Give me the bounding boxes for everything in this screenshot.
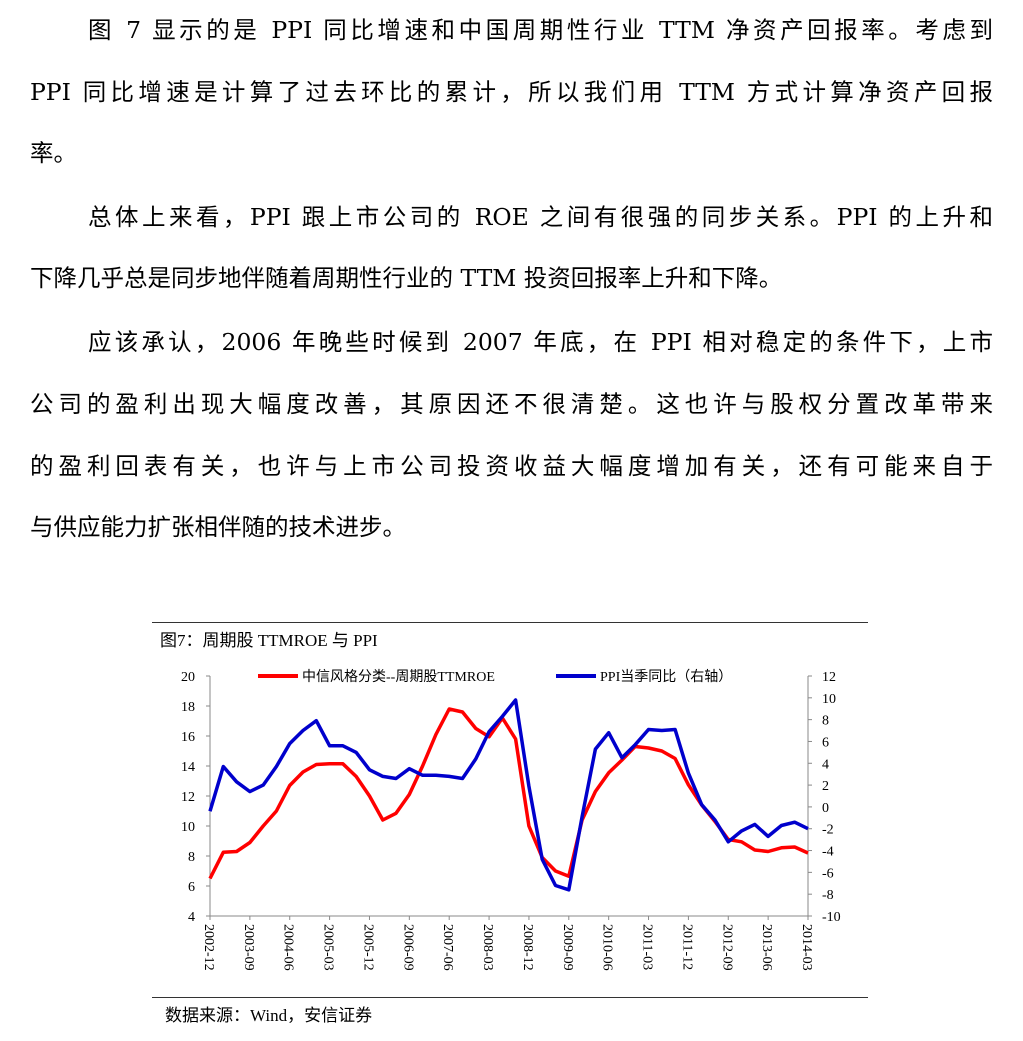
x-axis-tick-label: 2014-03 (799, 924, 814, 971)
left-axis-tick-label: 6 (188, 880, 195, 895)
right-axis-tick-label: -8 (822, 888, 834, 903)
left-axis-tick-label: 4 (188, 910, 195, 925)
x-axis-tick-label: 2005-12 (360, 924, 375, 971)
figure-top-rule (152, 622, 868, 623)
x-axis-tick-label: 2008-12 (520, 924, 535, 971)
figure-source: 数据来源：Wind，安信证券 (165, 1006, 373, 1025)
right-axis-tick-label: -10 (822, 910, 841, 925)
figure-bottom-rule (152, 997, 868, 998)
x-axis-tick-label: 2005-03 (321, 924, 336, 971)
left-axis-tick-label: 20 (181, 670, 195, 685)
left-axis-tick-label: 18 (181, 700, 195, 715)
legend-label: 中信风格分类--周期股TTMROE (302, 669, 495, 685)
paragraph-1-line-1: 图 7 显示的是 PPI 同比增速和中国周期性行业 TTM 净资产回报率。考虑到 (88, 16, 993, 44)
x-axis-tick-label: 2003-09 (241, 924, 256, 971)
x-axis-tick-label: 2008-03 (480, 924, 495, 971)
paragraph-2-line-1: 总体上来看，PPI 跟上市公司的 ROE 之间有很强的同步关系。PPI 的上升和 (88, 203, 993, 231)
right-axis-tick-label: 2 (822, 779, 829, 794)
x-axis-tick-label: 2013-06 (759, 924, 774, 971)
ppi-series-line (208, 698, 809, 892)
x-axis-tick-label: 2012-09 (719, 924, 734, 971)
x-axis-tick-label: 2007-06 (440, 924, 455, 971)
paragraph-1-line-2: PPI 同比增速是计算了过去环比的累计，所以我们用 TTM 方式计算净资产回报 (30, 78, 993, 106)
x-axis-tick-label: 2004-06 (281, 924, 296, 971)
right-axis-tick-label: 8 (822, 714, 829, 729)
x-axis-tick-label: 2011-03 (640, 924, 655, 970)
right-axis-tick-label: 0 (822, 801, 829, 816)
figure-title: 图7：周期股 TTMROE 与 PPI (160, 631, 378, 650)
right-axis-tick-label: 10 (822, 692, 836, 707)
left-axis-tick-label: 8 (188, 850, 195, 865)
right-axis-tick-label: 6 (822, 735, 829, 750)
x-axis-tick-label: 2006-09 (400, 924, 415, 971)
paragraph-3-line-1: 应该承认，2006 年晚些时候到 2007 年底，在 PPI 相对稳定的条件下，… (88, 328, 993, 356)
x-axis-tick-label: 2011-12 (679, 924, 694, 970)
right-axis-tick-label: -2 (822, 823, 834, 838)
paragraph-3-line-3: 的盈利回表有关，也许与上市公司投资收益大幅度增加有关，还有可能来自于 (30, 452, 993, 480)
left-axis-tick-label: 10 (181, 820, 195, 835)
x-axis-tick-label: 2010-06 (600, 924, 615, 971)
paragraph-3-line-4: 与供应能力扩张相伴随的技术进步。 (30, 513, 406, 541)
legend-label: PPI当季同比（右轴） (600, 669, 732, 685)
right-axis-tick-label: 4 (822, 757, 829, 772)
left-axis-tick-label: 12 (181, 790, 195, 805)
roe-series-line (208, 707, 809, 880)
right-axis-tick-label: -6 (822, 866, 834, 881)
paragraph-1-line-3: 率。 (30, 139, 77, 167)
x-axis-tick-label: 2002-12 (201, 924, 216, 971)
left-axis-tick-label: 16 (181, 730, 195, 745)
x-axis-tick-label: 2009-09 (560, 924, 575, 971)
right-axis-tick-label: -4 (822, 845, 834, 860)
right-axis-tick-label: 12 (822, 670, 836, 685)
left-axis-tick-label: 14 (181, 760, 195, 775)
paragraph-2-line-2: 下降几乎总是同步地伴随着周期性行业的 TTM 投资回报率上升和下降。 (30, 264, 783, 292)
paragraph-3-line-2: 公司的盈利出现大幅度改善，其原因还不很清楚。这也许与股权分置改革带来 (30, 390, 993, 418)
